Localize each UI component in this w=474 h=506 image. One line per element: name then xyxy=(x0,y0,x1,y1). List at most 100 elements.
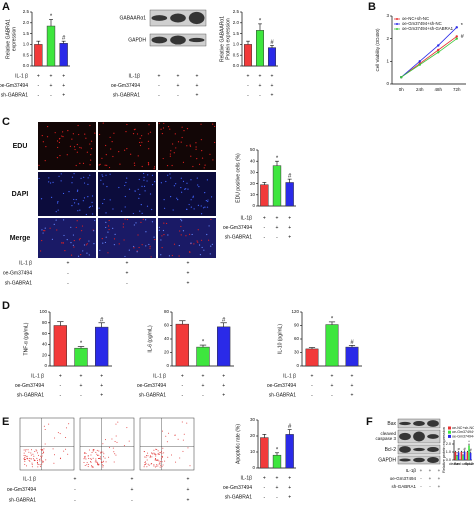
event xyxy=(115,454,117,456)
bar xyxy=(175,323,189,367)
cell xyxy=(91,140,93,142)
condition-sign: + xyxy=(288,485,291,491)
y-axis-label: Apoptotic rate (%) xyxy=(235,424,241,464)
event xyxy=(157,465,159,467)
condition-label: IL-1 β xyxy=(31,373,44,379)
cell xyxy=(105,221,107,223)
cell xyxy=(79,237,81,240)
condition-sign: - xyxy=(59,392,61,398)
condition-sign: - xyxy=(67,270,69,276)
condition-sign: + xyxy=(311,373,314,379)
bar xyxy=(285,434,294,469)
cell xyxy=(161,247,163,249)
cell xyxy=(81,225,84,227)
y-axis-label: IL-6 (pg/mL) xyxy=(147,325,153,353)
condition-sign: - xyxy=(263,485,265,491)
condition-sign: + xyxy=(187,497,190,503)
event xyxy=(88,463,90,465)
panel-letter: C xyxy=(2,116,10,128)
cell xyxy=(204,164,206,166)
event xyxy=(37,466,39,468)
cell xyxy=(69,145,71,148)
cell xyxy=(134,190,136,192)
cell xyxy=(94,219,96,222)
cell xyxy=(186,145,188,147)
cell xyxy=(77,189,79,191)
y-axis-label: expression xyxy=(11,27,17,51)
cell xyxy=(80,177,82,179)
cell xyxy=(181,220,183,222)
flow-plot xyxy=(139,417,195,471)
cell xyxy=(163,222,165,224)
annotation: * xyxy=(50,14,53,20)
cell xyxy=(72,133,74,135)
cell xyxy=(145,219,147,221)
cell xyxy=(187,188,189,190)
cell xyxy=(161,132,164,135)
event xyxy=(102,451,104,453)
cell xyxy=(182,161,185,163)
cell xyxy=(76,190,79,192)
event xyxy=(32,453,34,455)
event xyxy=(26,456,28,458)
cell xyxy=(150,256,152,258)
cell xyxy=(108,219,110,222)
cell xyxy=(106,185,108,188)
condition-sign: + xyxy=(331,373,334,379)
cell xyxy=(105,174,107,176)
cell xyxy=(71,176,74,178)
cell xyxy=(200,205,202,207)
event xyxy=(154,459,156,461)
y-tick-label: 30 xyxy=(250,170,256,175)
event xyxy=(25,458,27,460)
event xyxy=(84,452,86,454)
cell xyxy=(108,228,110,231)
y-tick-label: 0 xyxy=(296,363,299,368)
annotation: # xyxy=(457,447,460,452)
event xyxy=(41,449,43,451)
blot-band xyxy=(399,421,411,426)
bar xyxy=(468,445,470,460)
condition-label: sh-GABRA1 xyxy=(1,92,28,98)
cell xyxy=(160,128,162,130)
cell xyxy=(72,244,74,246)
cell xyxy=(48,181,50,183)
y-axis-label: Relative GABAARα1 xyxy=(219,16,225,62)
condition-label: IL-1β xyxy=(241,475,253,481)
cell xyxy=(38,164,40,166)
cell xyxy=(211,243,213,245)
event xyxy=(24,455,26,457)
annotation: # xyxy=(288,174,292,180)
cell xyxy=(139,144,142,147)
x-tick-label: 24h xyxy=(416,87,424,92)
event xyxy=(92,450,94,452)
cell xyxy=(163,122,165,125)
bar xyxy=(74,347,88,367)
cell xyxy=(135,222,137,224)
cell xyxy=(58,175,60,177)
condition-sign: + xyxy=(158,73,161,79)
y-tick-label: 0 xyxy=(386,81,389,86)
condition-label: oe-Gm37494 xyxy=(7,487,36,493)
cell xyxy=(104,241,107,244)
y-tick-label: 60 xyxy=(164,323,170,328)
cell xyxy=(149,247,151,249)
cell xyxy=(147,162,150,164)
event xyxy=(182,450,184,452)
event xyxy=(24,459,26,461)
cell xyxy=(87,196,89,198)
cell xyxy=(147,174,149,176)
cell xyxy=(145,231,147,233)
cell xyxy=(209,253,211,255)
event xyxy=(30,454,32,456)
cell xyxy=(137,188,139,190)
event xyxy=(157,450,159,452)
condition-sign: - xyxy=(80,392,82,398)
event xyxy=(92,449,94,451)
bar xyxy=(285,182,294,207)
cell xyxy=(190,199,192,201)
cell xyxy=(190,206,192,208)
event xyxy=(153,465,155,467)
cell xyxy=(180,234,182,236)
event xyxy=(186,422,188,424)
